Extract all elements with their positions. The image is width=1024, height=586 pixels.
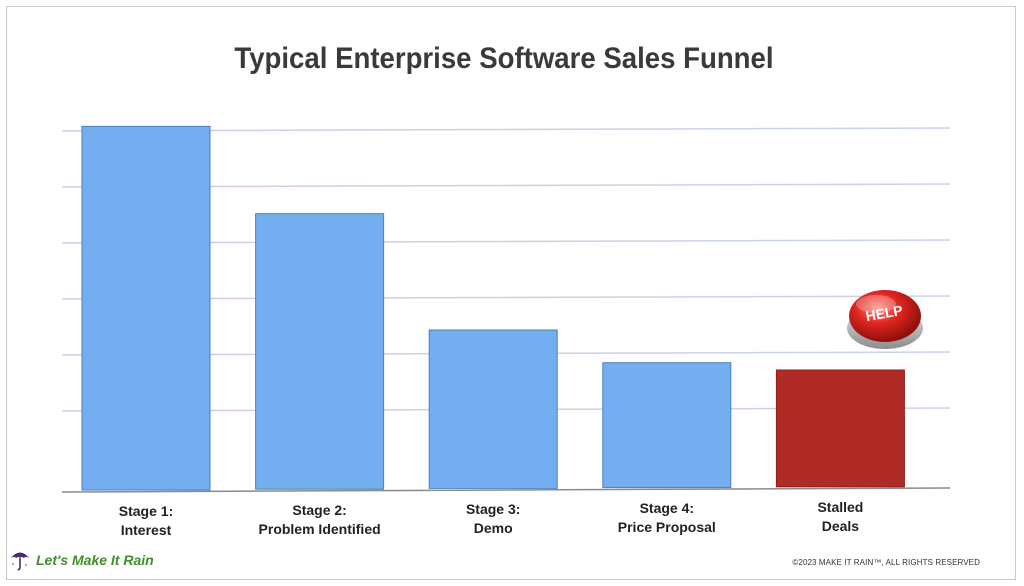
bars — [81, 125, 905, 491]
category-labels: Stage 1: Interest Stage 2: Problem Identifi… — [119, 499, 864, 538]
category-label: Stage 3: Demo — [466, 501, 520, 536]
brand: Let's Make It Rain — [10, 549, 154, 571]
category-label: Stalled Deals — [817, 499, 863, 534]
category-label: Stage 4: Price Proposal — [618, 500, 716, 535]
brand-label: Let's Make It Rain — [36, 552, 154, 568]
category-label: Stage 2: Problem Identified — [259, 502, 381, 537]
x-axis-line — [61, 487, 951, 493]
bar — [428, 329, 558, 489]
bar — [775, 369, 905, 488]
umbrella-icon — [11, 552, 29, 571]
bar — [255, 213, 385, 490]
chart-title: Typical Enterprise Software Sales Funnel — [234, 42, 773, 75]
copyright-text: ©2023 MAKE IT RAIN™, ALL RIGHTS RESERVED — [792, 558, 980, 567]
bar — [81, 125, 211, 491]
bar — [602, 362, 732, 489]
help-button-label: HELP — [864, 302, 904, 324]
help-button-icon: HELP — [847, 290, 923, 349]
category-label: Stage 1: Interest — [119, 503, 173, 538]
